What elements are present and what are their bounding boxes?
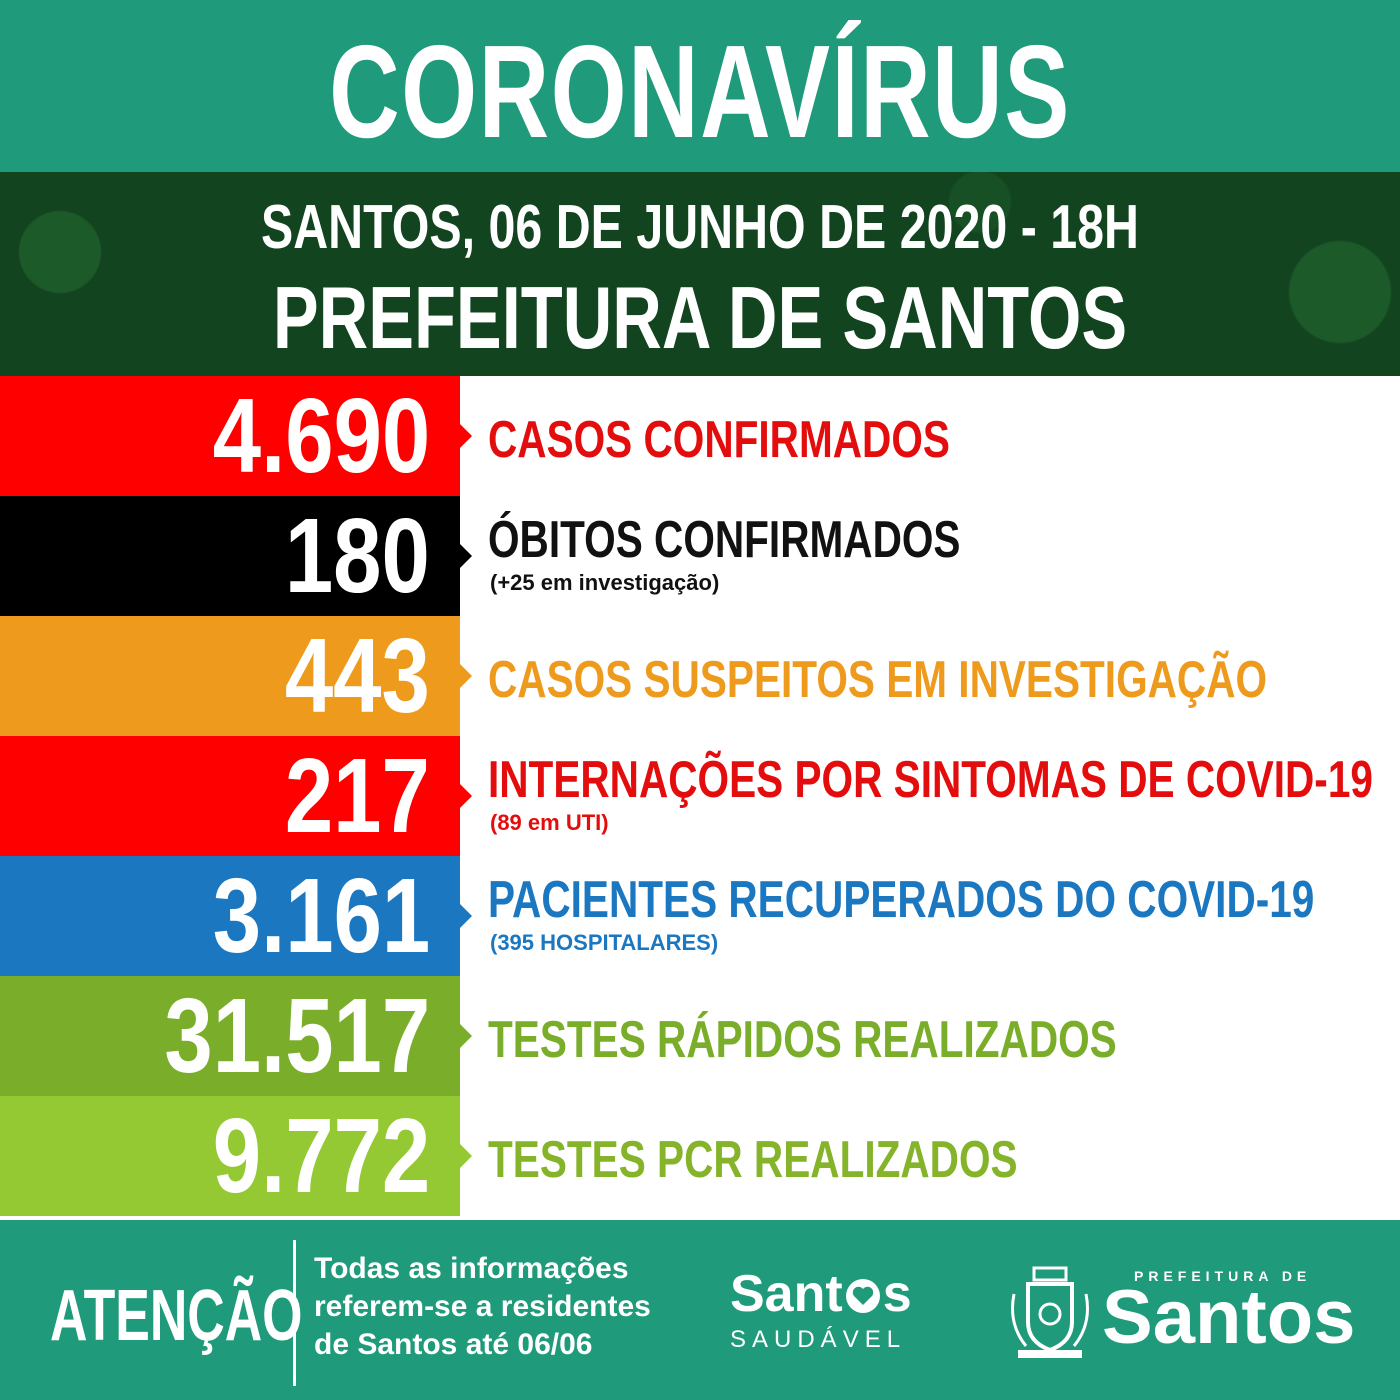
- prefeitura-logo: PREFEITURA DE Santos: [1004, 1264, 1384, 1374]
- stat-row-deaths: 180 ÓBITOS CONFIRMADOS (+25 em investiga…: [0, 496, 1400, 616]
- stat-label: INTERNAÇÕES POR SINTOMAS DE COVID-19: [488, 751, 1373, 809]
- stat-value: 217: [284, 737, 430, 855]
- stat-sublabel: (89 em UTI): [490, 810, 609, 835]
- stat-value-box: 443: [0, 616, 460, 736]
- stat-row-hospitalizations: 217 INTERNAÇÕES POR SINTOMAS DE COVID-19…: [0, 736, 1400, 856]
- header-banner: CORONAVÍRUS: [0, 0, 1400, 172]
- wordmark-part: Sant: [730, 1265, 843, 1323]
- stat-sublabel: (+25 em investigação): [490, 570, 720, 595]
- stat-value-box: 3.161: [0, 856, 460, 976]
- footer-note-line: referem-se a residentes: [314, 1290, 651, 1323]
- arrow-icon: [460, 904, 472, 928]
- stat-value: 31.517: [164, 977, 430, 1095]
- stat-label: TESTES PCR REALIZADOS: [488, 1131, 1018, 1189]
- stat-label: PACIENTES RECUPERADOS DO COVID-19: [488, 871, 1315, 929]
- footer-note-line: Todas as informações: [314, 1252, 629, 1285]
- stat-row-suspected: 443 CASOS SUSPEITOS EM INVESTIGAÇÃO: [0, 616, 1400, 736]
- arrow-icon: [460, 784, 472, 808]
- stat-value-box: 4.690: [0, 376, 460, 496]
- stat-label: ÓBITOS CONFIRMADOS: [488, 511, 961, 569]
- date-line: SANTOS, 06 DE JUNHO DE 2020 - 18H: [261, 193, 1139, 262]
- heart-icon: [843, 1268, 883, 1313]
- footer-note-line: de Santos até 06/06: [314, 1328, 593, 1361]
- stat-value-box: 31.517: [0, 976, 460, 1096]
- stat-value: 4.690: [212, 377, 430, 495]
- subheader-banner: SANTOS, 06 DE JUNHO DE 2020 - 18H PREFEI…: [0, 172, 1400, 467]
- arrow-icon: [460, 664, 472, 688]
- footer-note: Todas as informações referem-se a reside…: [314, 1250, 694, 1364]
- stats-list: 4.690 CASOS CONFIRMADOS 180 ÓBITOS CONFI…: [0, 376, 1400, 1216]
- wordmark-part: s: [882, 1265, 912, 1323]
- stat-value-box: 9.772: [0, 1096, 460, 1216]
- stat-row-rapid-tests: 31.517 TESTES RÁPIDOS REALIZADOS: [0, 976, 1400, 1096]
- divider: [293, 1240, 296, 1386]
- arrow-icon: [460, 1144, 472, 1168]
- santos-saudavel-wordmark: Sant s: [730, 1264, 912, 1324]
- coat-of-arms-icon: [1011, 1266, 1089, 1358]
- stat-row-recovered: 3.161 PACIENTES RECUPERADOS DO COVID-19 …: [0, 856, 1400, 976]
- arrow-icon: [460, 1024, 472, 1048]
- arrow-icon: [460, 544, 472, 568]
- stat-value: 3.161: [212, 857, 430, 975]
- stat-sublabel: (395 HOSPITALARES): [490, 930, 719, 955]
- stat-label: TESTES RÁPIDOS REALIZADOS: [488, 1011, 1117, 1069]
- santos-saudavel-subtitle: SAUDÁVEL: [730, 1326, 907, 1353]
- stat-value: 443: [284, 617, 430, 735]
- attention-label: ATENÇÃO: [50, 1276, 303, 1356]
- page-title: CORONAVÍRUS: [329, 18, 1071, 165]
- santos-saudavel-logo: Sant s SAUDÁVEL: [730, 1264, 950, 1374]
- stat-label: CASOS SUSPEITOS EM INVESTIGAÇÃO: [488, 651, 1268, 709]
- stat-value-box: 180: [0, 496, 460, 616]
- stat-value: 180: [284, 497, 430, 615]
- stat-value-box: 217: [0, 736, 460, 856]
- stat-row-pcr-tests: 9.772 TESTES PCR REALIZADOS: [0, 1096, 1400, 1216]
- arrow-icon: [460, 424, 472, 448]
- prefeitura-big-text: Santos: [1102, 1275, 1356, 1360]
- stat-row-confirmed-cases: 4.690 CASOS CONFIRMADOS: [0, 376, 1400, 496]
- prefeitura-small-text: PREFEITURA DE: [1134, 1268, 1312, 1284]
- stat-value: 9.772: [212, 1097, 430, 1215]
- footer: ATENÇÃO Todas as informações referem-se …: [0, 1220, 1400, 1400]
- stat-label: CASOS CONFIRMADOS: [488, 411, 950, 469]
